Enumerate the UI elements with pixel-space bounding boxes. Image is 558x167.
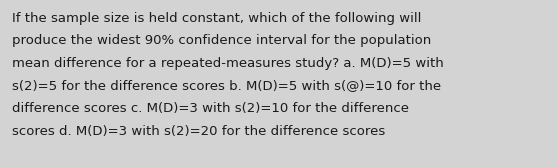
Text: mean difference for a repeated-measures study? a. M(D)=5 with: mean difference for a repeated-measures … xyxy=(12,57,444,70)
Text: produce the widest 90% confidence interval for the population: produce the widest 90% confidence interv… xyxy=(12,35,431,47)
Text: difference scores c. M(D)=3 with s(2)=10 for the difference: difference scores c. M(D)=3 with s(2)=10… xyxy=(12,102,409,115)
Text: If the sample size is held constant, which of the following will: If the sample size is held constant, whi… xyxy=(12,12,421,25)
Text: s(2)=5 for the difference scores b. M(D)=5 with s(@)=10 for the: s(2)=5 for the difference scores b. M(D)… xyxy=(12,79,441,93)
Text: scores d. M(D)=3 with s(2)=20 for the difference scores: scores d. M(D)=3 with s(2)=20 for the di… xyxy=(12,125,385,137)
